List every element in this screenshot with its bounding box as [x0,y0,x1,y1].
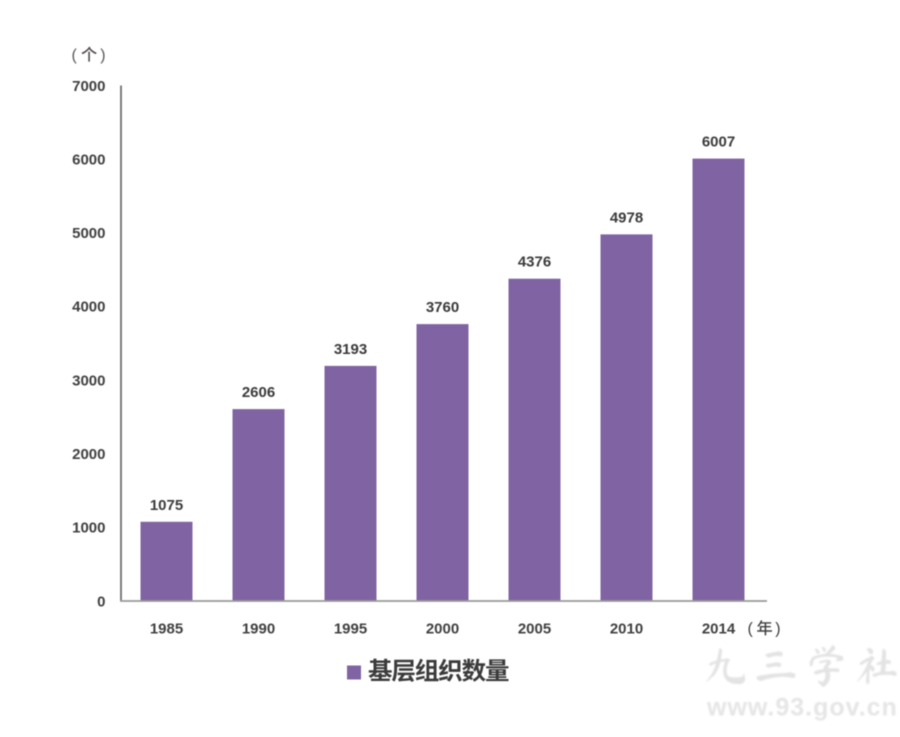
svg-text:2000: 2000 [426,620,459,637]
svg-text:(: ( [72,47,78,64]
svg-text:): ) [775,621,780,638]
svg-text:www.93.gov.cn: www.93.gov.cn [706,694,898,722]
svg-text:1990: 1990 [242,620,275,637]
svg-text:6000: 6000 [72,151,105,168]
svg-text:(: ( [748,621,754,638]
svg-text:3193: 3193 [334,341,367,358]
svg-text:1000: 1000 [72,520,105,537]
svg-text:2005: 2005 [518,620,551,637]
svg-text:1075: 1075 [150,497,183,514]
svg-text:4978: 4978 [610,209,643,226]
svg-text:6007: 6007 [702,134,735,151]
svg-text:2606: 2606 [242,384,275,401]
svg-text:4000: 4000 [72,299,105,316]
svg-text:): ) [100,47,105,64]
svg-text:0: 0 [97,593,105,610]
svg-text:3760: 3760 [426,299,459,316]
svg-text:4376: 4376 [518,254,551,271]
svg-text:1995: 1995 [334,620,367,637]
svg-text:3000: 3000 [72,372,105,389]
svg-text:1985: 1985 [150,620,183,637]
svg-text:5000: 5000 [72,225,105,242]
svg-text:2000: 2000 [72,446,105,463]
svg-text:2010: 2010 [610,620,643,637]
svg-text:2014: 2014 [702,620,736,637]
svg-text:7000: 7000 [72,78,105,95]
